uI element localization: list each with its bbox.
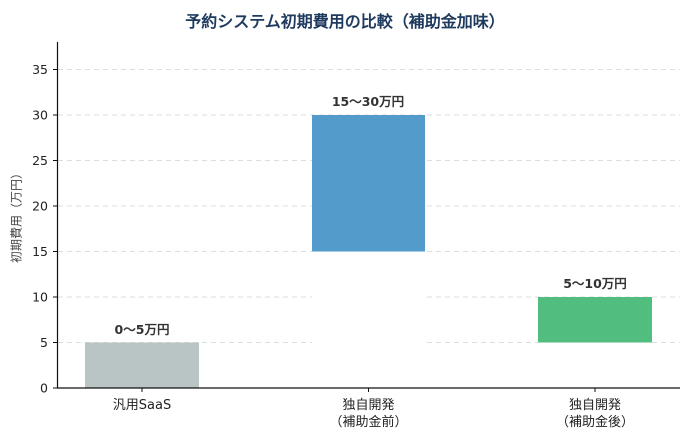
bar-saas [85, 342, 199, 388]
y-tick-20: 20 [32, 199, 48, 214]
x-tick-saas: 汎用SaaS [113, 398, 171, 413]
bar-base-custom-before [312, 251, 425, 388]
bar-custom-before-subsidy [312, 115, 425, 252]
bar-custom-after-subsidy [538, 297, 652, 343]
y-ticks [53, 69, 57, 389]
bar-label-custom-after: 5〜10万円 [563, 276, 627, 291]
x-ticks [141, 388, 596, 392]
x-tick-custom-after-line2: （補助金後） [556, 414, 634, 430]
y-tick-25: 25 [32, 153, 48, 168]
x-tick-custom-before-line2: （補助金前） [329, 414, 407, 430]
y-tick-5: 5 [40, 335, 48, 350]
y-tick-0: 0 [40, 381, 48, 396]
x-tick-custom-before-line1: 独自開発 [342, 398, 394, 413]
y-tick-10: 10 [32, 290, 48, 305]
bar-base-custom-after [538, 342, 652, 388]
bar-label-saas: 0〜5万円 [115, 322, 170, 337]
y-tick-35: 35 [32, 62, 48, 77]
x-tick-custom-after-line1: 独自開発 [569, 398, 621, 413]
bar-label-custom-before: 15〜30万円 [332, 94, 404, 109]
chart-title: 予約システム初期費用の比較（補助金加味） [185, 12, 505, 31]
y-tick-30: 30 [32, 108, 48, 123]
y-tick-15: 15 [32, 244, 48, 259]
